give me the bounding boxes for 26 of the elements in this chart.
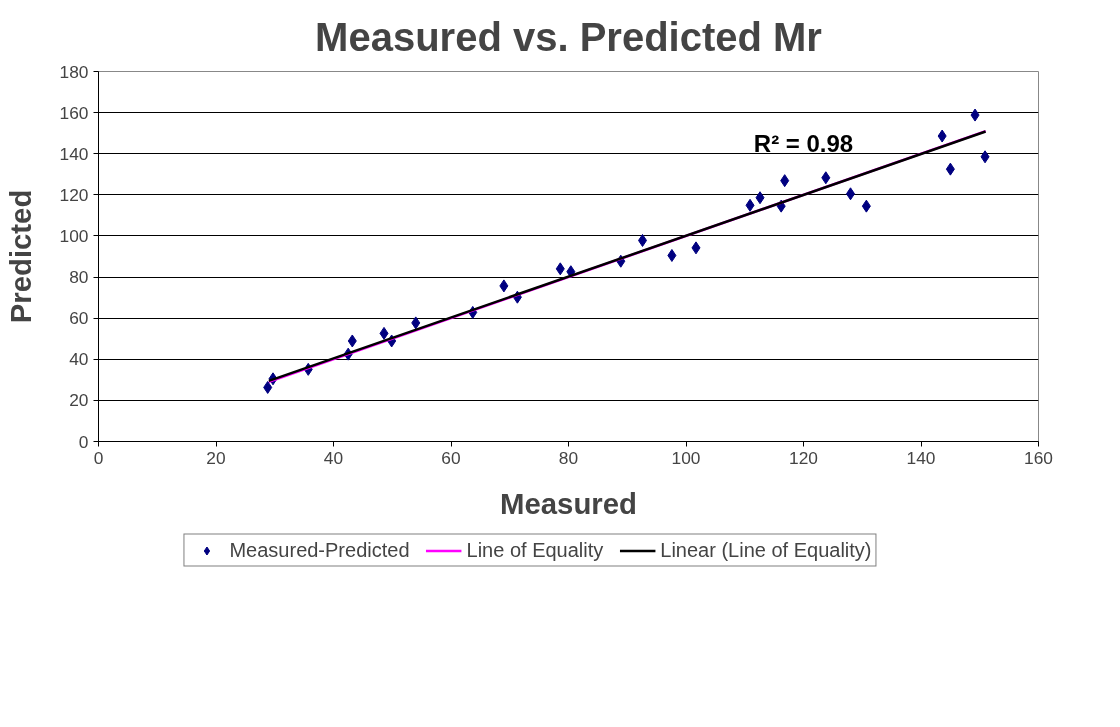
y-tick-label: 80 (69, 267, 89, 288)
x-axis-title: Measured (500, 486, 637, 520)
y-tick-label: 0 (78, 431, 89, 452)
chart-title: Measured vs. Predicted Mr (315, 15, 822, 59)
x-tick-label: 100 (671, 447, 701, 468)
x-tick-label: 20 (206, 447, 226, 468)
x-tick-label: 0 (93, 447, 104, 468)
legend-label: Line of Equality (466, 538, 604, 562)
y-tick-label: 140 (59, 143, 89, 164)
x-tick-label: 60 (441, 447, 461, 468)
y-tick-label: 160 (59, 102, 89, 123)
legend-label: Linear (Line of Equality) (660, 538, 872, 562)
y-tick-label: 120 (59, 184, 89, 205)
x-tick-label: 80 (558, 447, 579, 468)
x-tick-label: 120 (789, 447, 818, 468)
y-tick-label: 60 (69, 308, 89, 329)
y-tick-label: 180 (59, 61, 89, 82)
x-tick-label: 160 (1024, 447, 1053, 468)
y-tick-label: 100 (59, 225, 89, 246)
x-tick-label: 40 (323, 447, 344, 468)
y-axis-title: Predicted (3, 189, 37, 324)
y-tick-label: 20 (69, 390, 89, 411)
legend-label: Measured-Predicted (229, 538, 410, 562)
y-tick-label: 40 (69, 349, 89, 370)
x-tick-label: 140 (906, 447, 936, 468)
annotation: R² = 0.98 (753, 130, 854, 158)
